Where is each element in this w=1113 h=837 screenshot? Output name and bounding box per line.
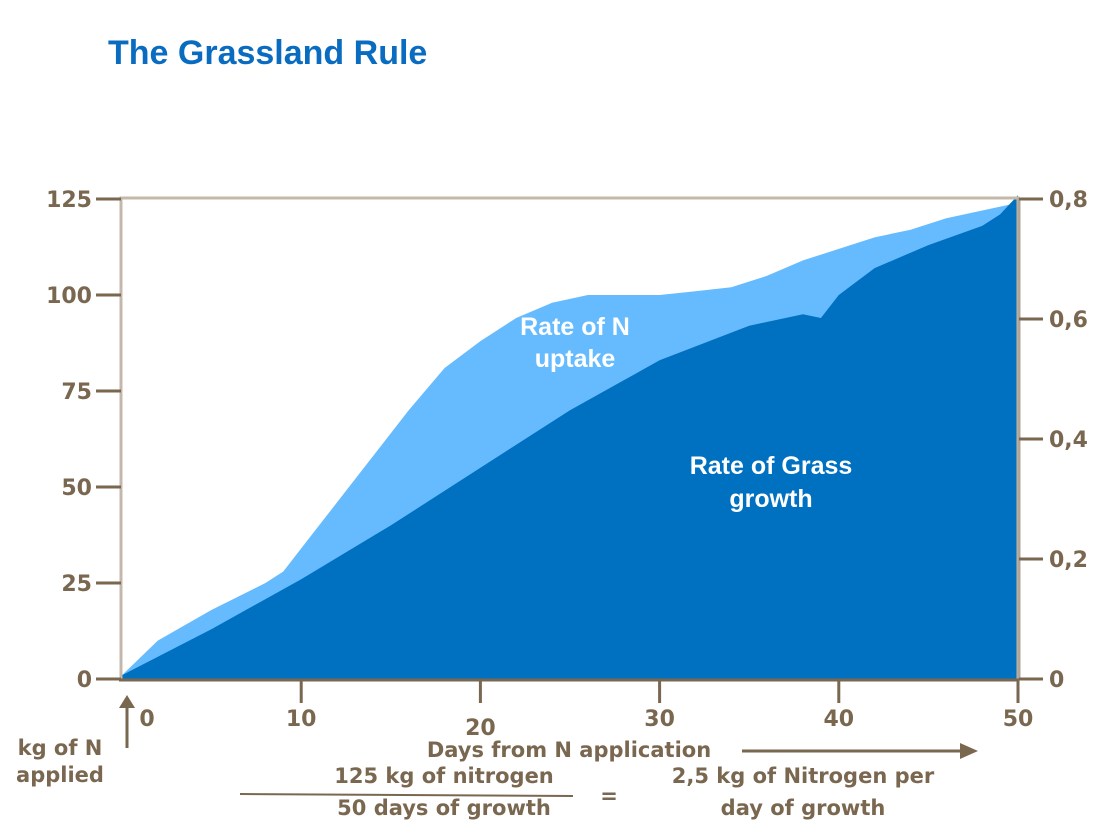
equals-sign: = — [600, 784, 618, 808]
formula-numerator: 125 kg of nitrogen — [334, 764, 554, 788]
y-right-tick-label: 0,8 — [1049, 188, 1088, 213]
x-tick-label: 10 — [286, 707, 317, 732]
y-right-tick-label: 0,6 — [1049, 308, 1088, 333]
y-left-tick-label: 0 — [77, 668, 92, 693]
axis-ticks: 0 25 50 75 100 125 0 0,2 0,4 0,6 0,8 0 10 20 30 40 50 — [46, 188, 1088, 741]
x-axis-arrow-icon — [960, 743, 978, 759]
formula-result-line2: day of growth — [721, 796, 886, 820]
y-left-tick-label: 125 — [46, 188, 92, 213]
grass-growth-label-line1: Rate of Grass — [690, 452, 853, 480]
kg-applied-label-line1: kg of N — [18, 736, 103, 760]
x-tick-label: 50 — [1003, 707, 1034, 732]
y-left-tick-label: 50 — [61, 476, 92, 501]
fraction-bar — [239, 793, 574, 797]
y-right-tick-label: 0 — [1049, 668, 1064, 693]
grass-growth-label-line2: growth — [729, 485, 812, 513]
n-uptake-label-line1: Rate of N — [520, 313, 630, 341]
kg-applied-label-line2: applied — [16, 763, 104, 787]
applied-arrow-icon — [119, 695, 135, 708]
y-right-tick-label: 0,4 — [1049, 428, 1088, 453]
y-left-tick-label: 75 — [61, 380, 92, 405]
x-tick-label: 30 — [644, 707, 675, 732]
y-left-tick-label: 25 — [61, 572, 92, 597]
x-axis-title: Days from N application — [427, 738, 711, 762]
formula-result-line1: 2,5 kg of Nitrogen per — [672, 764, 935, 788]
x-tick-label: 20 — [465, 716, 496, 741]
x-tick-label: 40 — [823, 707, 854, 732]
grass-growth-area — [122, 195, 1018, 679]
y-left-tick-label: 100 — [46, 284, 92, 309]
n-uptake-label-line2: uptake — [535, 345, 616, 373]
y-right-tick-label: 0,2 — [1049, 548, 1088, 573]
page-title: The Grassland Rule — [108, 34, 428, 72]
formula-denominator: 50 days of growth — [337, 796, 551, 820]
x-tick-label: 0 — [139, 707, 154, 732]
